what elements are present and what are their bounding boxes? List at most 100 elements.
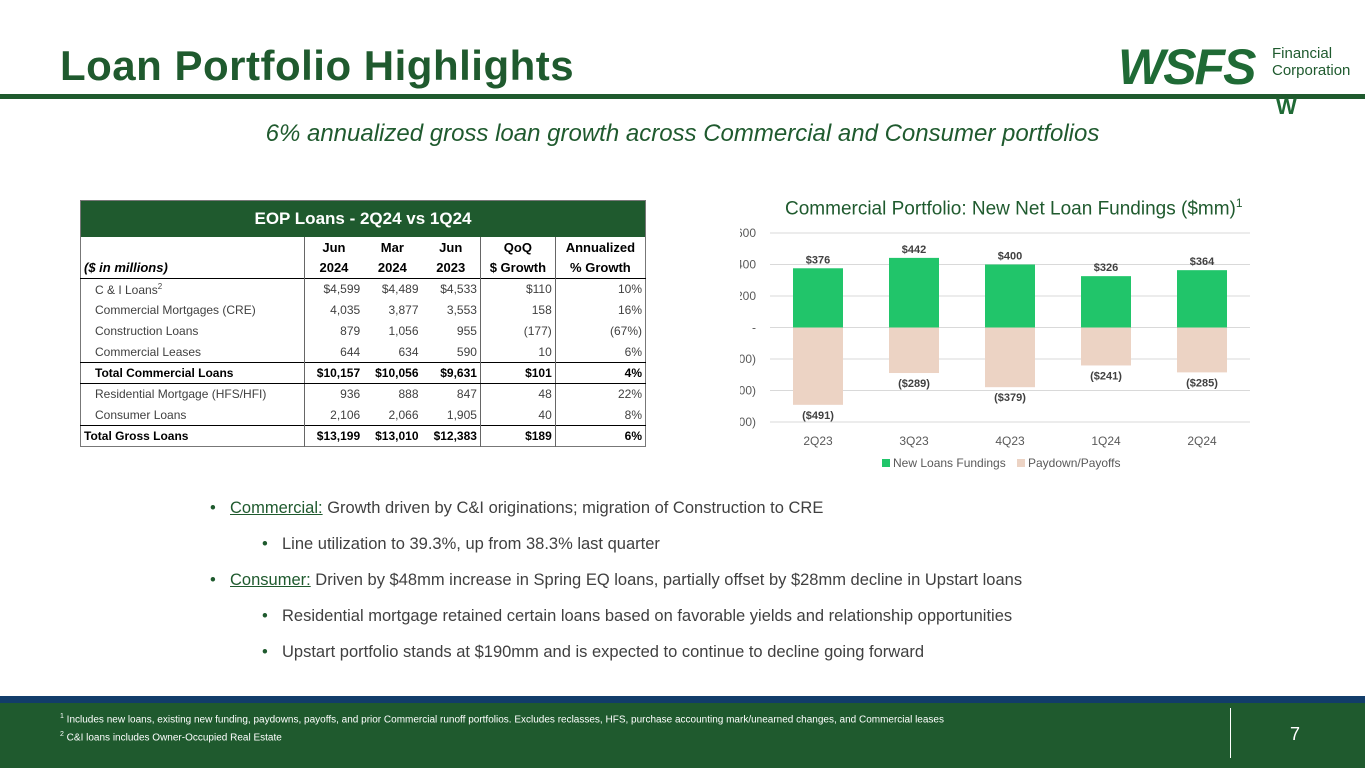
title-rule — [0, 94, 1365, 99]
bullet-item: • Commercial: Growth driven by C&I origin… — [210, 498, 1022, 534]
data-label: ($285) — [1186, 377, 1218, 389]
bullet-text: Upstart portfolio stands at $190mm and i… — [282, 643, 925, 661]
table-cell: 6% — [555, 425, 646, 447]
row-label-text: Commercial Mortgages (CRE) — [95, 303, 256, 317]
funding-bar — [889, 257, 939, 328]
table-header-bottom: ($ in millions) 2024 2024 2023 $ Growth … — [80, 257, 646, 279]
legend-swatch — [1017, 459, 1025, 467]
bullet-dot-icon: • — [262, 607, 268, 625]
table-cell: 22% — [617, 387, 642, 402]
logo-line-2: Corporation — [1272, 62, 1351, 79]
table-cell: (67%) — [609, 324, 642, 338]
table-row: Construction Loans 879 1,056 955 (177) (67%) — [80, 320, 646, 342]
row-label-text: Residential Mortgage (HFS/HFI) — [95, 387, 267, 402]
table-cell: $13,010 — [363, 425, 422, 447]
x-tick-label: 3Q23 — [899, 434, 929, 448]
y-tick-label: $(400) — [740, 384, 756, 398]
data-label: $400 — [998, 251, 1022, 263]
funding-bar — [1081, 276, 1131, 328]
legend-label: Paydown/Payoffs — [1028, 456, 1121, 470]
logo-wordmark: WSFS — [1118, 39, 1256, 95]
chart-title-footnote: 1 — [1235, 196, 1243, 210]
row-footnote: 2 — [157, 281, 163, 291]
table-cell: $4,599 — [323, 282, 361, 297]
footnote-number: 2 — [60, 731, 64, 739]
chart-title-text: Commercial Portfolio: New Net Loan Fundi… — [785, 198, 1236, 220]
page-number: 7 — [1290, 724, 1301, 744]
row-label: Construction Loans — [80, 320, 305, 342]
table-row: Total Commercial Loans $10,157 $10,056 $9,6… — [80, 362, 646, 384]
data-label: ($379) — [994, 392, 1026, 404]
y-tick-label: $(200) — [740, 352, 756, 366]
footnote-number: 1 — [60, 713, 64, 720]
table-cell: $101 — [480, 362, 556, 384]
header-qoq: QoQ — [480, 236, 556, 258]
y-tick-label: $400 — [740, 258, 756, 272]
row-label: Total Commercial Loans — [80, 362, 305, 384]
legend-swatch — [882, 459, 890, 467]
table-cell: $12,383 — [421, 425, 481, 447]
table-cell: 4% — [555, 362, 646, 384]
table-row: Commercial Leases 644 634 590 10 6% — [80, 341, 646, 363]
table-cell: $189 — [480, 425, 556, 447]
table-cell: 3,877 — [388, 303, 419, 317]
paydown-bar — [1081, 327, 1131, 366]
data-label: ($289) — [898, 378, 930, 390]
table-cell: $13,199 — [304, 425, 364, 447]
table-cell: 1,905 — [421, 404, 481, 426]
table-cell: 40 — [480, 404, 556, 426]
bullet-dot-icon: • — [210, 499, 216, 517]
paydown-bar — [793, 327, 843, 405]
table-cell: 8% — [624, 407, 642, 422]
legend-label: New Loans Fundings — [893, 456, 1006, 470]
logo-financial-corporation: Financial Corporation — [1272, 45, 1350, 79]
table-cell: 590 — [421, 341, 481, 363]
table-cell: 48 — [480, 383, 556, 405]
row-label-text: C & I Loans — [95, 282, 158, 297]
table-cell: 3,553 — [421, 299, 481, 321]
x-tick-label: 1Q24 — [1091, 434, 1121, 448]
header-jun-2023: Jun — [421, 236, 481, 258]
footnote-text: C&I loans includes Owner-Occupied Real E… — [63, 732, 282, 744]
table-cell: $110 — [480, 278, 556, 300]
bullet-text: Residential mortgage retained certain lo… — [282, 607, 1013, 625]
header-mar-2024: Mar — [380, 239, 404, 255]
paydown-bar — [1177, 327, 1227, 373]
paydown-bar — [985, 327, 1035, 388]
y-tick-label: $600 — [740, 226, 756, 240]
table-cell: $4,489 — [381, 282, 419, 297]
data-label: $376 — [806, 254, 830, 266]
header-2024-b: 2024 — [377, 260, 407, 276]
table-cell: 888 — [398, 387, 419, 402]
row-label: Total Gross Loans — [80, 425, 305, 447]
table-row: Residential Mortgage (HFS/HFI) 936 888 847 4… — [80, 383, 646, 405]
table-cell: 847 — [421, 383, 481, 405]
bullet-text: Driven by $48mm increase in Spring EQ lo… — [310, 571, 1023, 589]
chart-title: Commercial Portfolio: New Net Loan Fundi… — [785, 196, 1243, 220]
header-pct-growth: % Growth — [570, 260, 631, 276]
table-header-top: Jun Mar Jun QoQ Annualized — [80, 236, 646, 258]
table-cell: $9,631 — [421, 362, 481, 384]
x-tick-label: 2Q24 — [1187, 434, 1217, 448]
table-cell: $10,157 — [304, 362, 364, 384]
table-cell: 634 — [398, 344, 419, 359]
table-cell: 10% — [617, 282, 642, 297]
y-tick-label: $200 — [740, 289, 756, 303]
table-row: Commercial Mortgages (CRE) 4,035 3,877 3,55… — [80, 299, 646, 321]
bullet-dot-icon: • — [262, 535, 268, 553]
table-cell: 936 — [340, 387, 361, 402]
footer-rule — [0, 696, 1365, 703]
bullet-heading: Commercial: — [230, 499, 323, 517]
row-label-text: Construction Loans — [95, 324, 199, 338]
data-label: ($241) — [1090, 370, 1122, 382]
footer: 1 Includes new loans, existing new fundi… — [0, 696, 1365, 768]
bullet-item: • Residential mortgage retained certain l… — [210, 606, 1022, 642]
table-cell: 16% — [617, 303, 642, 317]
table-title: EOP Loans - 2Q24 vs 1Q24 — [80, 200, 646, 237]
subtitle: 6% annualized gross loan growth across C… — [265, 120, 1100, 147]
header-2024-a: 2024 — [319, 260, 349, 276]
table-row: Total Gross Loans $13,199 $13,010 $12,383 $1… — [80, 425, 646, 447]
y-tick-label: $(600) — [740, 415, 756, 429]
funding-bar — [793, 268, 843, 328]
row-label: Consumer Loans — [80, 404, 305, 426]
